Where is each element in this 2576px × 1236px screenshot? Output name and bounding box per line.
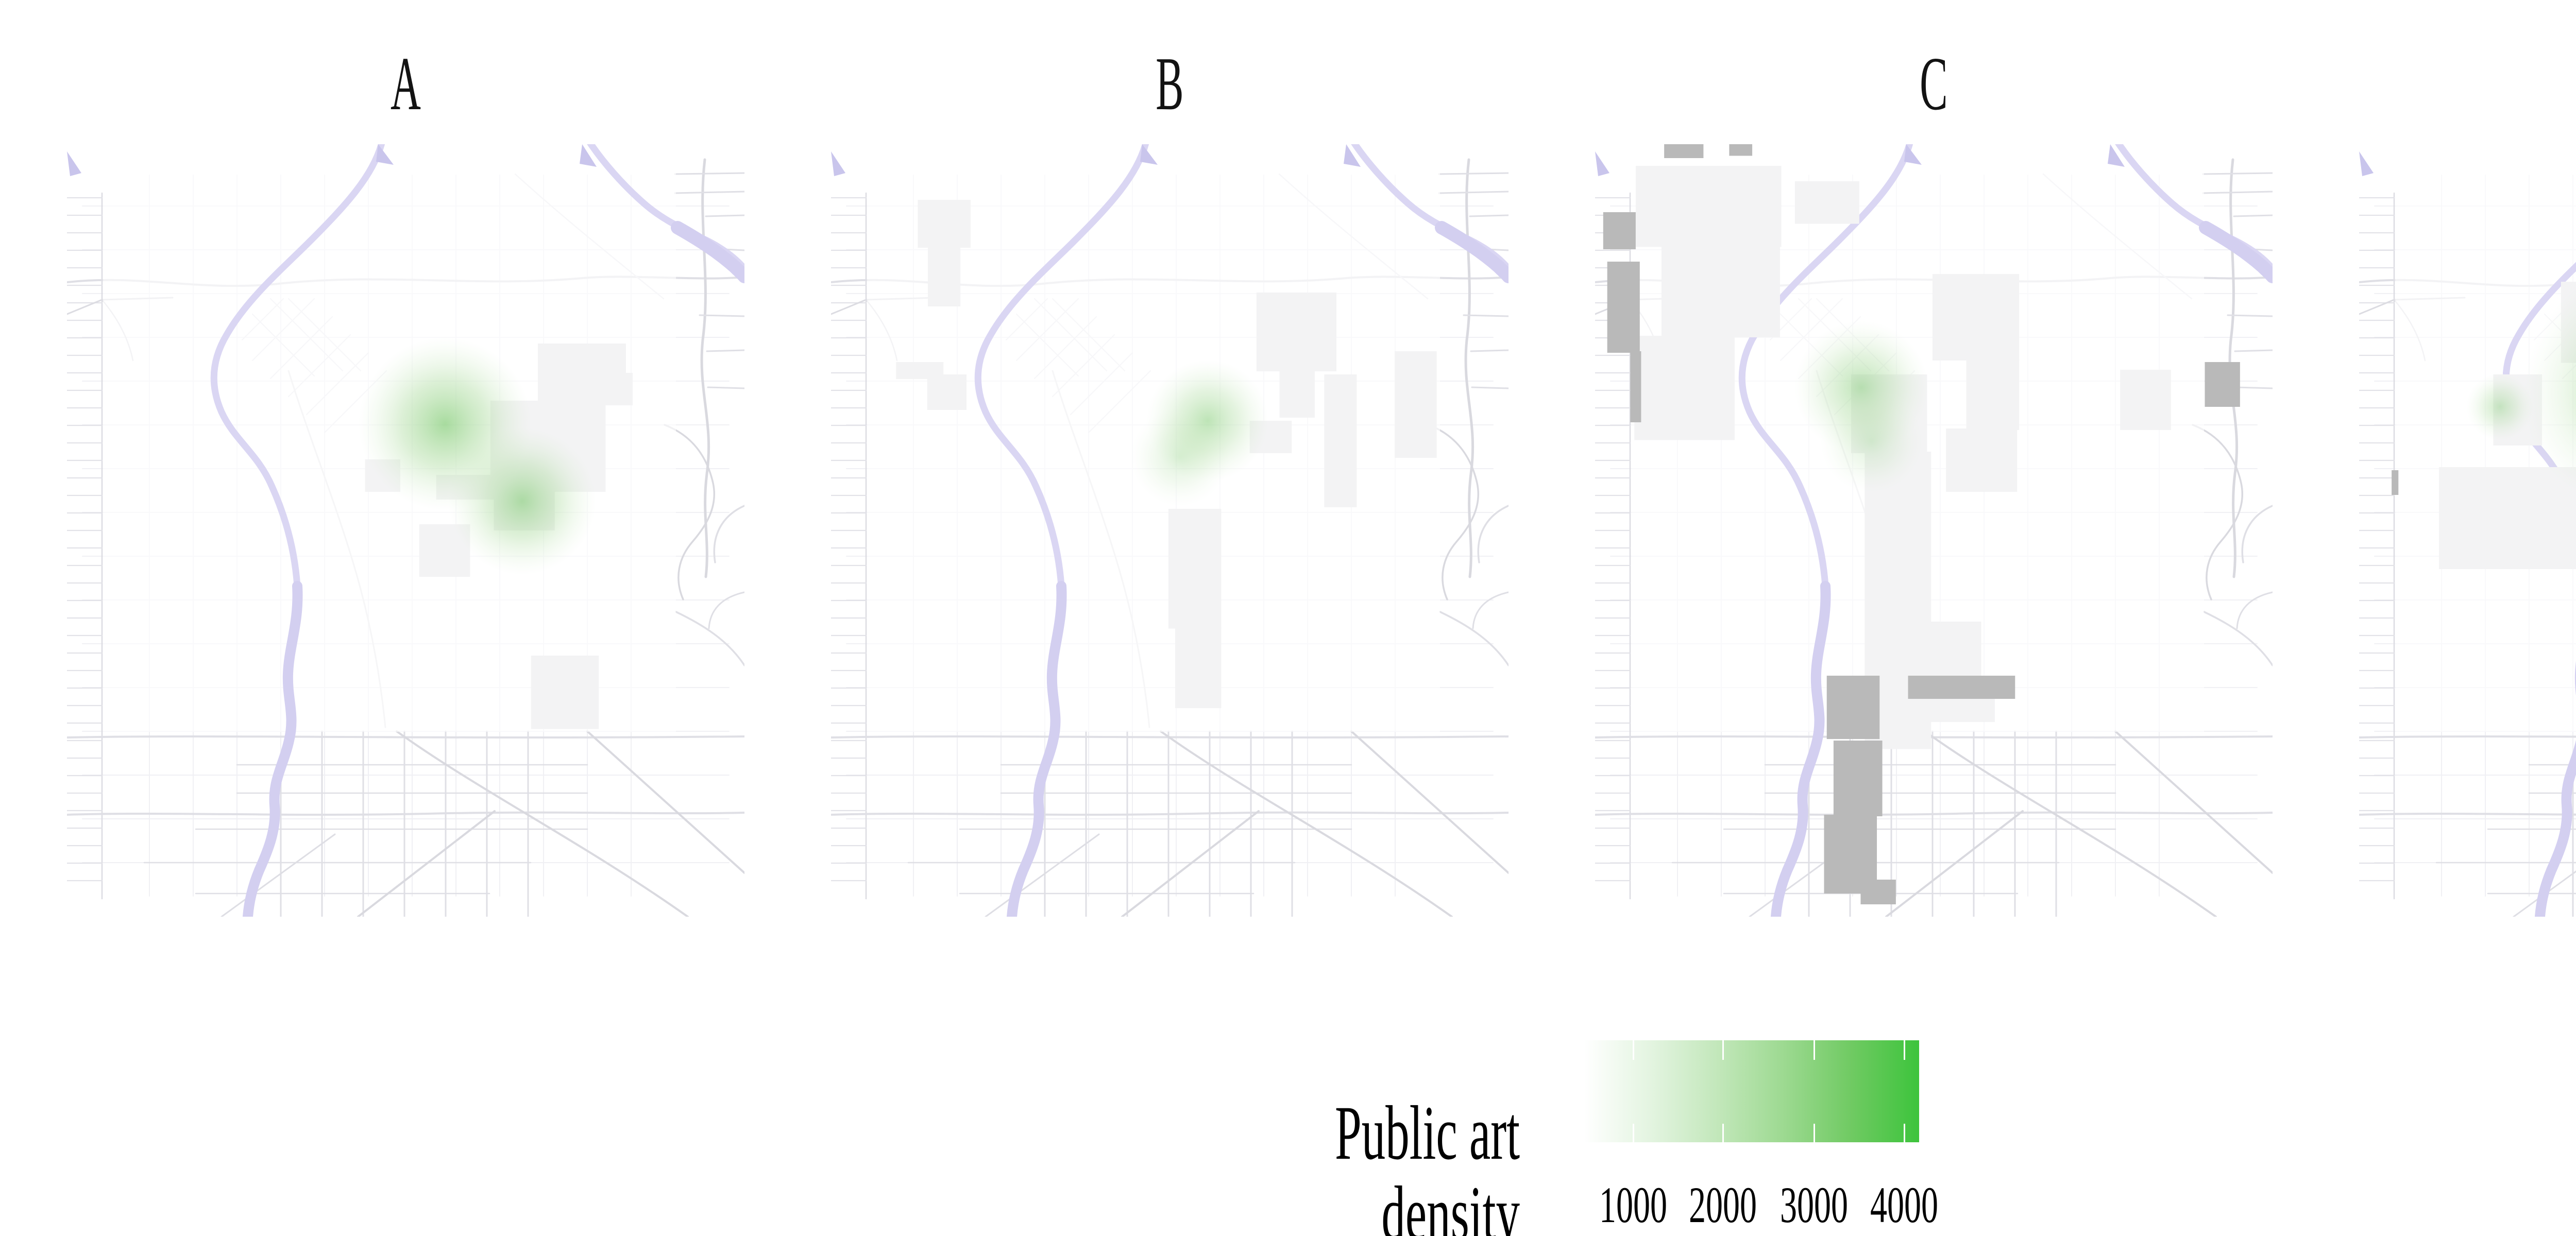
- census-tract: [928, 246, 961, 306]
- colorbar-tick: [1632, 1040, 1634, 1060]
- colorbar-tick-label-text: 1000: [1599, 1176, 1667, 1233]
- census-tract: [918, 200, 971, 248]
- colorbar: [1584, 1040, 1919, 1142]
- census-tract: [578, 373, 633, 405]
- census-tract: [1175, 627, 1222, 708]
- colorbar-tick: [1813, 1040, 1815, 1060]
- colorbar-tick-label-text: 4000: [1870, 1176, 1938, 1233]
- census-tract: [1256, 293, 1336, 371]
- colorbar-tick-label-text: 3000: [1780, 1176, 1848, 1233]
- colorbar-tick: [1632, 1124, 1634, 1142]
- na-tract-block: [1603, 212, 1636, 249]
- panel-label-c: C: [1920, 42, 1948, 126]
- census-tract: [1661, 245, 1780, 337]
- census-tract: [1395, 351, 1437, 458]
- colorbar-tick-label-text: 2000: [1689, 1176, 1757, 1233]
- density-hotspot: [2466, 373, 2534, 440]
- panel-label-d: D: [2359, 45, 2576, 123]
- density-hotspot: [448, 427, 596, 575]
- colorbar-tick: [1722, 1040, 1724, 1060]
- na-tract-block: [1607, 262, 1640, 353]
- na-tract-block: [1908, 676, 2015, 699]
- colorbar-tick-labels: 1000 2000 3000 4000: [1582, 1175, 1938, 1234]
- colorbar-tick-label: 2000: [1671, 1175, 1774, 1234]
- map-canvas-d: [2359, 151, 2576, 917]
- colorbar-tick-label: 4000: [1853, 1175, 1956, 1234]
- density-hotspot: [1130, 408, 1229, 506]
- panel-label-b: B: [1156, 42, 1184, 126]
- census-tract: [1168, 509, 1222, 629]
- colorbar-tick: [1722, 1124, 1724, 1142]
- map-panel-d: [2359, 144, 2576, 917]
- density-hotspot: [2523, 266, 2576, 498]
- na-tract-block: [1860, 880, 1896, 904]
- na-tract-block: [1826, 676, 1880, 739]
- na-tract-block: [1630, 351, 1641, 422]
- na-tract-block: [1729, 144, 1753, 156]
- colorbar-tick: [1813, 1124, 1815, 1142]
- legend-title: Public art density: [1334, 1090, 1520, 1236]
- density-hotspot: [1820, 390, 1923, 493]
- panel-label-a: A: [391, 42, 421, 126]
- census-tract: [1634, 336, 1735, 440]
- na-tract-block: [2392, 470, 2399, 495]
- census-tract: [1932, 274, 2020, 360]
- map-panel-c: [1595, 144, 2273, 917]
- map-canvas-a: [67, 144, 744, 917]
- map-panel-b: [831, 144, 1509, 917]
- na-tract-block: [1664, 144, 1704, 158]
- census-tract: [2120, 370, 2171, 430]
- census-tract: [927, 374, 967, 410]
- na-tract-block: [2205, 362, 2240, 407]
- map-panel-a: [67, 144, 744, 917]
- colorbar-tick-label: 3000: [1762, 1175, 1866, 1234]
- census-tract: [1946, 428, 2018, 492]
- census-tract: [531, 656, 599, 729]
- census-tract: [1966, 359, 2020, 430]
- map-canvas-c: [1595, 144, 2273, 917]
- colorbar-tick: [1903, 1040, 1905, 1060]
- census-tract: [1794, 181, 1859, 224]
- census-tract: [2439, 467, 2576, 569]
- census-tract: [1279, 370, 1315, 418]
- na-tract-block: [1833, 741, 1883, 816]
- colorbar-tick-label: 1000: [1582, 1175, 1685, 1234]
- colorbar-tick: [1903, 1124, 1905, 1142]
- census-tract: [1324, 374, 1357, 507]
- map-canvas-b: [831, 144, 1509, 917]
- census-tract: [1635, 166, 1782, 247]
